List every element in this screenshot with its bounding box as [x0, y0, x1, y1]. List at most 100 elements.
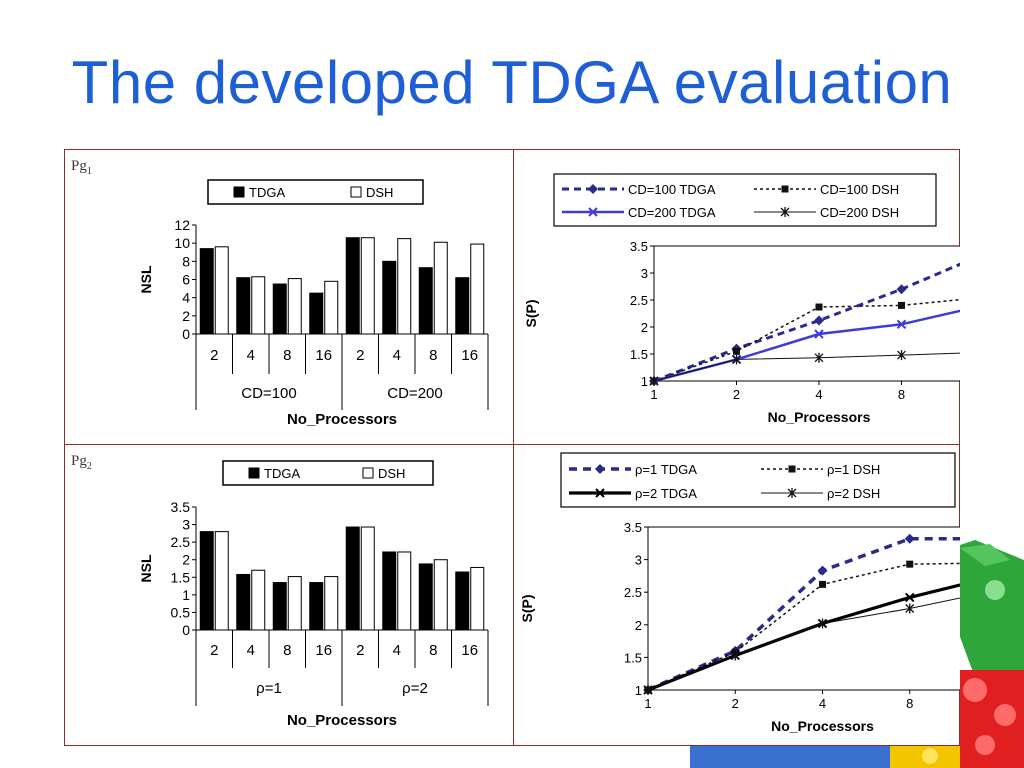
series-line-0 [653, 262, 960, 383]
bar-dsh [287, 576, 302, 631]
y-tick-label: 2 [182, 308, 190, 324]
y-tick-label: 3.5 [171, 499, 191, 515]
data-point [643, 685, 653, 695]
pg1-label: Pg1 [71, 158, 92, 177]
y-tick-label: 0 [182, 326, 190, 342]
data-point [896, 319, 907, 330]
group-label: CD=100 [241, 385, 296, 402]
bar-tdga [418, 563, 433, 631]
data-point [906, 560, 914, 568]
y-tick-label: 2.5 [171, 534, 191, 550]
group-label: ρ=1 [256, 680, 282, 697]
legend-swatch-tdga [233, 186, 245, 198]
x-tick-label: 4 [815, 387, 822, 402]
y-axis-label: NSL [138, 265, 154, 293]
x-tick-label: 8 [429, 642, 437, 659]
data-point [819, 580, 826, 588]
legend-label-tdga: TDGA [264, 466, 300, 481]
data-point [905, 603, 915, 614]
cell-pg2-bar: Pg2 TDGA DSH 0 0.5 1 1.5 2 2.5 3 3.5 NSL 2 4 8 16 ρ=1 2 4… [65, 445, 513, 745]
bar-dsh [397, 238, 412, 335]
data-point [814, 352, 824, 363]
x-tick-label: 8 [283, 347, 291, 364]
x-tick-label: 2 [210, 642, 218, 659]
bar-tdga [199, 531, 214, 631]
y-tick-label: 1 [182, 587, 190, 603]
bar-dsh [360, 237, 375, 335]
data-point [818, 618, 827, 629]
y-tick-label: 2 [641, 320, 648, 335]
y-tick-label: 3.5 [630, 239, 648, 254]
y-tick-label: 6 [182, 272, 190, 288]
legend-label-2: ρ=2 TDGA [635, 486, 697, 501]
bar-tdga [455, 571, 470, 631]
data-point [732, 354, 741, 365]
y-tick-label: 2.5 [624, 585, 642, 600]
x-tick-label: 8 [283, 642, 291, 659]
bar-tdga [382, 260, 397, 335]
data-point [814, 315, 824, 326]
y-tick-label: 0.5 [171, 604, 191, 620]
bar-tdga [309, 582, 324, 631]
table-divider-vertical [513, 150, 514, 745]
bar-dsh [433, 241, 448, 335]
pg1-speedup-line-chart: CD=100 TDGA CD=100 DSH CD=200 TDGA CD=200 D… [523, 173, 960, 425]
data-point [905, 592, 915, 603]
y-tick-label: 0 [182, 622, 190, 638]
plot-frame [653, 245, 960, 382]
x-tick-label: 16 [461, 347, 478, 364]
pg2-speedup-line-chart: ρ=1 TDGA ρ=1 DSH ρ=2 TDGA ρ=2 DSH 1 1.5 2 2.5 3 3… [519, 452, 960, 734]
bar-tdga [236, 277, 251, 335]
legend-marker-1 [788, 465, 796, 473]
cell-pg1-line: CD=100 TDGA CD=100 DSH CD=200 TDGA CD=200 D… [514, 150, 960, 444]
x-axis-label: No_Processors [771, 718, 874, 734]
bar-dsh [214, 246, 229, 335]
x-tick-label: 4 [393, 642, 401, 659]
legend-box [560, 452, 956, 508]
x-tick-label: 1 [644, 696, 651, 711]
y-tick-label: 2 [182, 552, 190, 568]
y-tick-label: 2.5 [630, 293, 648, 308]
y-tick-label: 1.5 [171, 569, 191, 585]
bar-dsh [287, 278, 302, 335]
x-tick-label: 16 [461, 642, 478, 659]
data-point [898, 301, 905, 309]
legend-marker-2 [595, 488, 605, 498]
bar-tdga [236, 573, 251, 631]
legend-label-2: CD=200 TDGA [628, 205, 716, 220]
x-tick-label: 4 [393, 347, 401, 364]
legend-label-1: CD=100 DSH [820, 182, 899, 197]
group-label: CD=200 [387, 385, 442, 402]
x-tick-label: 16 [315, 642, 332, 659]
y-tick-label: 1.5 [624, 650, 642, 665]
bar-dsh [251, 276, 266, 335]
data-point [730, 650, 740, 661]
y-tick-label: 12 [174, 217, 190, 233]
bar-dsh [324, 280, 339, 335]
legend-swatch-dsh [350, 186, 362, 198]
x-tick-label: 4 [247, 642, 255, 659]
cell-pg2-line: ρ=1 TDGA ρ=1 DSH ρ=2 TDGA ρ=2 DSH 1 1.5 2 2.5 3 3… [514, 445, 960, 745]
bar-tdga [272, 582, 287, 631]
data-point [897, 350, 906, 361]
cell-pg1-bar: Pg1 TDGA DSH 0 2 4 6 8 10 12 NSL 2 4 8 16 CD=100 2 4 8 16 C… [65, 150, 513, 444]
bar-tdga [199, 248, 214, 335]
bar-tdga [272, 283, 287, 335]
x-tick-label: 2 [732, 696, 739, 711]
x-axis-label: No_Processors [287, 712, 397, 729]
figure-table: Pg1 TDGA DSH 0 2 4 6 8 10 12 NSL 2 4 8 16 CD=100 2 4 8 16 C… [64, 149, 960, 746]
bar-tdga [382, 551, 397, 631]
y-tick-label: 3.5 [624, 520, 642, 535]
legend-swatch-dsh [362, 467, 374, 479]
legend-marker-1 [781, 185, 789, 193]
data-point [817, 565, 828, 576]
y-axis-label: S(P) [519, 595, 535, 623]
bar-dsh [360, 526, 375, 631]
bar-tdga [418, 267, 433, 335]
y-tick-label: 4 [182, 290, 190, 306]
legend-label-dsh: DSH [366, 185, 393, 200]
legend-box [553, 173, 937, 227]
data-point [904, 533, 915, 544]
